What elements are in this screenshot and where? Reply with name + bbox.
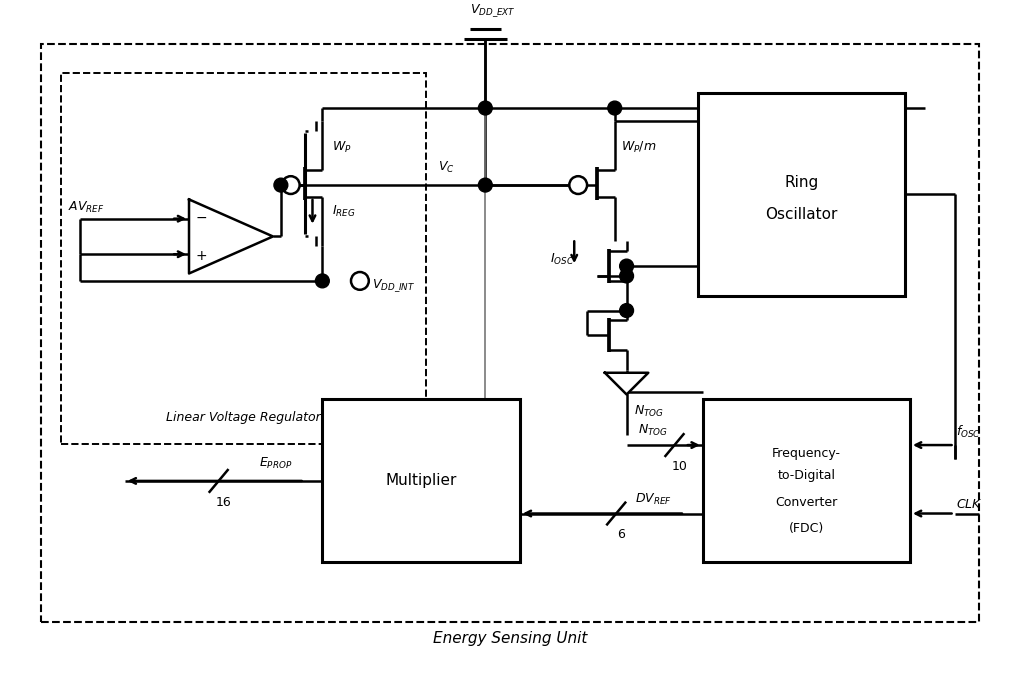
Circle shape [282,176,299,194]
Text: to-Digital: to-Digital [777,469,835,483]
Text: $N_{TOG}$: $N_{TOG}$ [634,404,664,420]
Text: $CLK$: $CLK$ [956,498,983,510]
Text: $V_{DD\_INT}$: $V_{DD\_INT}$ [372,277,415,294]
Text: Linear Voltage Regulator: Linear Voltage Regulator [166,411,321,424]
Circle shape [620,269,633,283]
Text: (FDC): (FDC) [788,522,824,535]
Text: Energy Sensing Unit: Energy Sensing Unit [433,631,587,646]
Text: $f_{OSC}$: $f_{OSC}$ [956,424,981,440]
Bar [41,44,979,622]
Text: $V_C$: $V_C$ [438,160,454,175]
Text: $AV_{REF}$: $AV_{REF}$ [68,199,105,215]
Text: $-$: $-$ [195,210,207,224]
Text: $V_{DD\_EXT}$: $V_{DD\_EXT}$ [470,3,517,19]
Polygon shape [605,372,649,395]
Circle shape [569,176,587,194]
Circle shape [620,304,633,318]
Bar [322,400,520,562]
Circle shape [479,101,492,115]
Text: Multiplier: Multiplier [385,473,457,489]
Text: $DV_{REF}$: $DV_{REF}$ [634,491,671,506]
Text: Frequency-: Frequency- [772,447,840,460]
Bar [60,74,426,444]
Bar [703,400,910,562]
Text: 10: 10 [671,460,688,473]
Circle shape [620,259,633,273]
Bar [698,93,905,295]
Polygon shape [189,199,273,274]
Text: 16: 16 [215,496,232,509]
Text: $E_{PROP}$: $E_{PROP}$ [259,456,293,471]
Text: $I_{REG}$: $I_{REG}$ [332,204,356,219]
Circle shape [479,178,492,192]
Text: $+$: $+$ [195,249,207,263]
Circle shape [608,101,621,115]
Text: Converter: Converter [775,496,837,509]
Text: Ring: Ring [784,175,819,190]
Circle shape [351,272,369,290]
Text: $I_{OSC}$: $I_{OSC}$ [549,251,574,267]
Circle shape [274,178,288,192]
Circle shape [316,274,329,288]
Text: $N_{TOG}$: $N_{TOG}$ [639,423,668,438]
Text: $W_P/m$: $W_P/m$ [621,140,656,155]
Text: $W_P$: $W_P$ [332,140,352,155]
Text: 6: 6 [617,529,625,541]
Text: Oscillator: Oscillator [766,207,837,222]
